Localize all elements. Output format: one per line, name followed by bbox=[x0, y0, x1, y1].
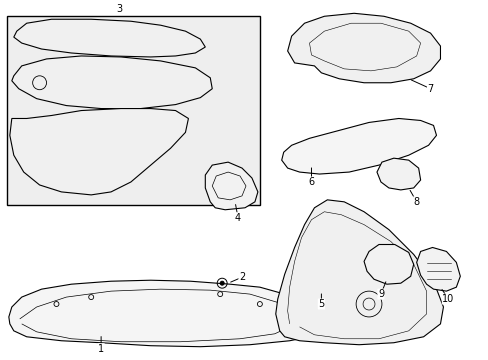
Text: 7: 7 bbox=[427, 84, 433, 94]
Polygon shape bbox=[14, 19, 205, 57]
Text: 1: 1 bbox=[98, 344, 104, 354]
Text: 3: 3 bbox=[116, 4, 122, 14]
Polygon shape bbox=[364, 244, 413, 284]
Text: 6: 6 bbox=[308, 177, 314, 187]
Polygon shape bbox=[10, 109, 188, 195]
Text: 5: 5 bbox=[318, 299, 324, 309]
Text: 4: 4 bbox=[235, 213, 241, 223]
Text: 8: 8 bbox=[413, 197, 419, 207]
Text: 10: 10 bbox=[441, 294, 454, 304]
Text: 9: 9 bbox=[377, 289, 383, 299]
Circle shape bbox=[220, 281, 224, 285]
Bar bbox=[7, 16, 259, 205]
Polygon shape bbox=[9, 280, 319, 347]
Polygon shape bbox=[376, 158, 420, 190]
Polygon shape bbox=[12, 56, 212, 109]
Text: 2: 2 bbox=[239, 272, 244, 282]
Polygon shape bbox=[287, 13, 440, 83]
Polygon shape bbox=[275, 200, 443, 345]
Polygon shape bbox=[416, 247, 459, 291]
Polygon shape bbox=[205, 162, 257, 210]
Polygon shape bbox=[281, 118, 436, 174]
